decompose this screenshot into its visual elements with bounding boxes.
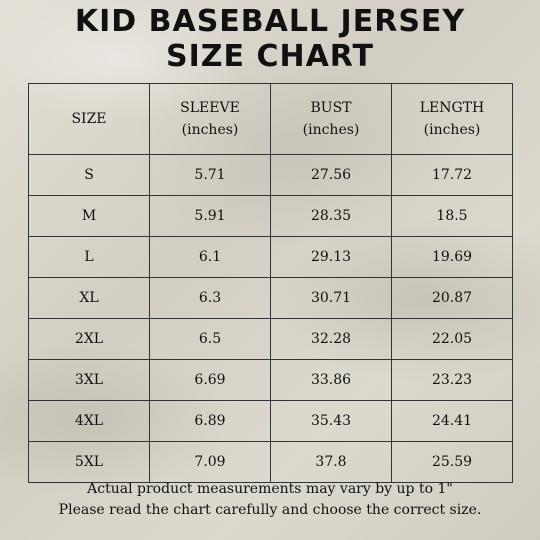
header-bust-label: BUST bbox=[310, 100, 352, 116]
cell-size: S bbox=[28, 154, 150, 196]
header-length: LENGTH (inches) bbox=[391, 83, 513, 155]
table-row: S 5.71 27.56 17.72 bbox=[28, 154, 513, 196]
cell-bust: 33.86 bbox=[270, 359, 392, 401]
header-row: SIZE SLEEVE (inches) BUST (inches) LENGT… bbox=[28, 83, 513, 155]
table-row: 2XL 6.5 32.28 22.05 bbox=[28, 318, 513, 360]
cell-size: L bbox=[28, 236, 150, 278]
cell-size: 5XL bbox=[28, 441, 150, 483]
size-chart-body: S 5.71 27.56 17.72 M 5.91 28.35 18.5 L 6… bbox=[28, 154, 513, 483]
cell-sleeve: 5.71 bbox=[149, 154, 271, 196]
cell-length: 22.05 bbox=[391, 318, 513, 360]
table-row: 5XL 7.09 37.8 25.59 bbox=[28, 441, 513, 483]
cell-size: 4XL bbox=[28, 400, 150, 442]
cell-size: M bbox=[28, 195, 150, 237]
cell-bust: 28.35 bbox=[270, 195, 392, 237]
table-row: M 5.91 28.35 18.5 bbox=[28, 195, 513, 237]
cell-length: 18.5 bbox=[391, 195, 513, 237]
instruction-text: Please read the chart carefully and choo… bbox=[58, 502, 482, 518]
header-size-label: SIZE bbox=[71, 111, 107, 127]
cell-length: 20.87 bbox=[391, 277, 513, 319]
cell-size: 2XL bbox=[28, 318, 150, 360]
header-bust: BUST (inches) bbox=[270, 83, 392, 155]
cell-bust: 32.28 bbox=[270, 318, 392, 360]
table-row: 3XL 6.69 33.86 23.23 bbox=[28, 359, 513, 401]
cell-bust: 30.71 bbox=[270, 277, 392, 319]
cell-sleeve: 6.3 bbox=[149, 277, 271, 319]
table-row: L 6.1 29.13 19.69 bbox=[28, 236, 513, 278]
cell-bust: 27.56 bbox=[270, 154, 392, 196]
size-chart-table: SIZE SLEEVE (inches) BUST (inches) LENGT… bbox=[28, 83, 513, 483]
cell-sleeve: 5.91 bbox=[149, 195, 271, 237]
cell-sleeve: 6.89 bbox=[149, 400, 271, 442]
cell-bust: 35.43 bbox=[270, 400, 392, 442]
cell-length: 23.23 bbox=[391, 359, 513, 401]
cell-sleeve: 7.09 bbox=[149, 441, 271, 483]
cell-bust: 29.13 bbox=[270, 236, 392, 278]
header-sleeve-label: SLEEVE bbox=[180, 100, 240, 116]
table-row: 4XL 6.89 35.43 24.41 bbox=[28, 400, 513, 442]
cell-size: XL bbox=[28, 277, 150, 319]
size-chart-header: SIZE SLEEVE (inches) BUST (inches) LENGT… bbox=[28, 83, 513, 155]
cell-sleeve: 6.69 bbox=[149, 359, 271, 401]
cell-sleeve: 6.5 bbox=[149, 318, 271, 360]
header-length-label: LENGTH bbox=[419, 100, 485, 116]
disclaimer-text: Actual product measurements may vary by … bbox=[87, 481, 453, 497]
table-row: XL 6.3 30.71 20.87 bbox=[28, 277, 513, 319]
cell-length: 17.72 bbox=[391, 154, 513, 196]
cell-size: 3XL bbox=[28, 359, 150, 401]
header-length-unit: (inches) bbox=[423, 122, 481, 138]
cell-sleeve: 6.1 bbox=[149, 236, 271, 278]
page-title-line-2: SIZE CHART bbox=[165, 39, 375, 74]
header-bust-unit: (inches) bbox=[302, 122, 360, 138]
cell-bust: 37.8 bbox=[270, 441, 392, 483]
cell-length: 25.59 bbox=[391, 441, 513, 483]
cell-length: 24.41 bbox=[391, 400, 513, 442]
page-title-line-1: KID BASEBALL JERSEY bbox=[74, 4, 466, 39]
header-size: SIZE bbox=[28, 83, 150, 155]
header-sleeve: SLEEVE (inches) bbox=[149, 83, 271, 155]
cell-length: 19.69 bbox=[391, 236, 513, 278]
header-sleeve-unit: (inches) bbox=[181, 122, 239, 138]
